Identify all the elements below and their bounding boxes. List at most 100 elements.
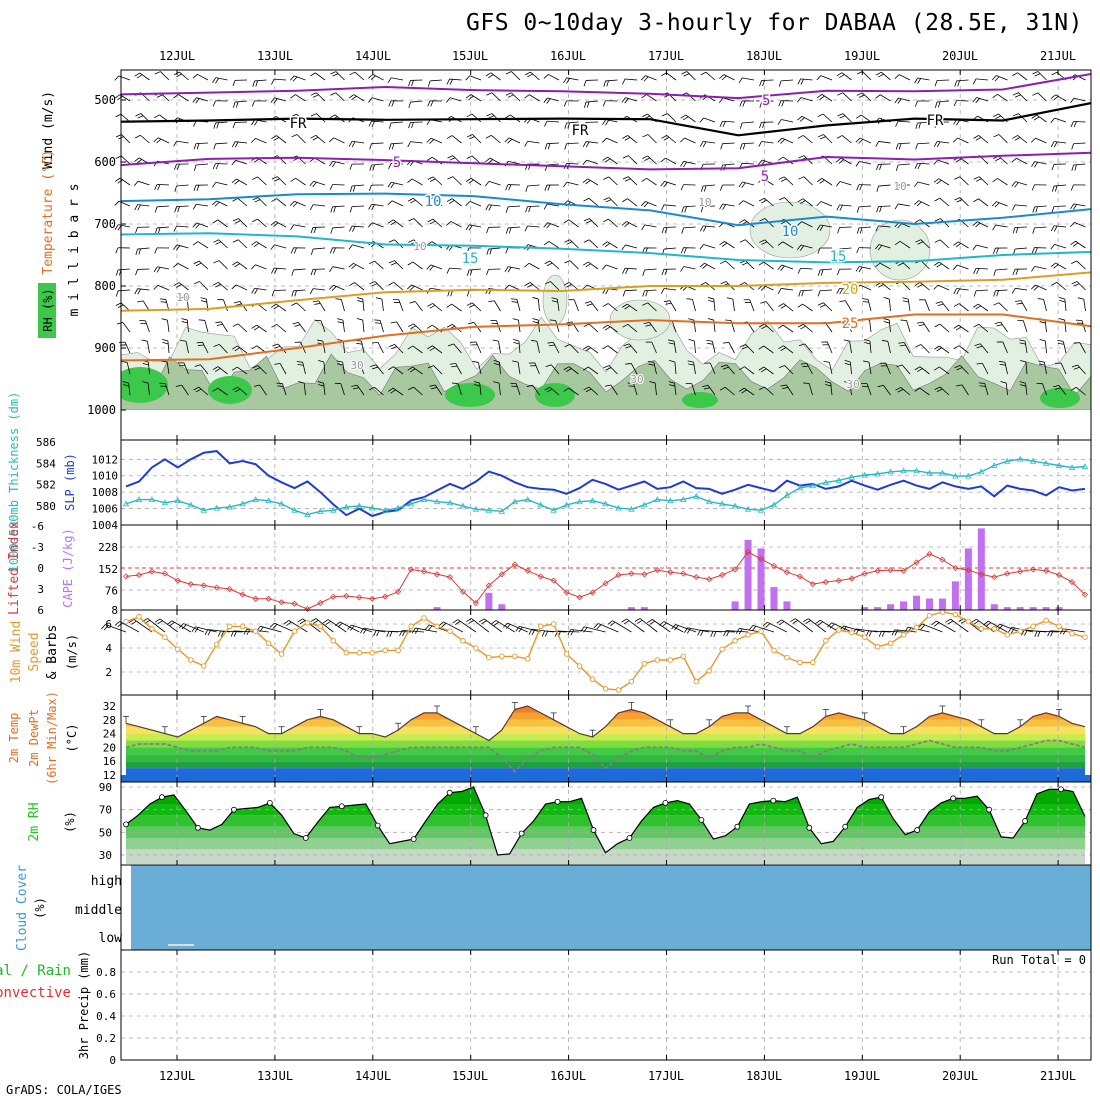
wind-barb: [995, 224, 1008, 228]
wind-barb: [839, 226, 852, 228]
wind-barb: [298, 322, 306, 333]
wind-barb: [975, 136, 982, 141]
wind-barb: [1073, 120, 1086, 123]
lifted-index-marker: [667, 569, 674, 576]
wind-barb: [953, 324, 959, 329]
wind-barb: [761, 141, 774, 144]
wind-barb: [566, 78, 570, 84]
wind-barb: [784, 197, 794, 207]
lifted-index-marker: [628, 570, 635, 577]
wind-barb: [741, 262, 748, 266]
y-tick-label: 4: [105, 642, 112, 655]
wind-barb: [668, 342, 675, 345]
wind-speed-marker: [447, 628, 453, 634]
wind-barb: [719, 97, 724, 104]
wind-barb: [683, 226, 696, 229]
wind-barb: [547, 143, 551, 150]
wind-barb: [449, 78, 462, 81]
date-label: 20JUL: [942, 1069, 978, 1083]
wind-barb: [465, 201, 471, 206]
thickness-marker: [615, 504, 622, 511]
wind-barb: [1047, 630, 1051, 637]
wind-barb: [272, 343, 279, 347]
wind-barb: [408, 323, 414, 327]
wind-barb: [1016, 302, 1023, 305]
thickness-marker: [1055, 462, 1063, 468]
wind-barb: [937, 101, 941, 108]
wind-barb: [498, 383, 501, 396]
legend-total-rain: Total / Rain: [0, 963, 71, 979]
wind-barb: [173, 263, 179, 268]
wind-barb: [544, 630, 549, 637]
wind-barb: [312, 94, 319, 98]
wind-barb: [800, 200, 806, 204]
wind-barb: [510, 298, 517, 300]
wind-barb: [759, 101, 762, 108]
wind-barb: [1022, 320, 1028, 333]
wind-barb: [1058, 318, 1065, 321]
thickness-marker: [1081, 463, 1089, 469]
wind-barb: [352, 184, 365, 187]
wind-barb: [166, 362, 170, 375]
wind-barb: [829, 623, 835, 629]
wind-barb: [313, 180, 326, 186]
lifted-index-marker: [343, 592, 350, 600]
wind-barb: [519, 625, 541, 633]
thickness-marker: [343, 503, 350, 510]
wind-barb: [159, 618, 179, 633]
wind-barb: [996, 290, 999, 297]
rh-band: [126, 849, 1085, 865]
wind-barb: [875, 71, 882, 76]
wind-barb: [583, 366, 589, 371]
wind-barb: [849, 341, 852, 354]
wind-barb: [508, 184, 512, 191]
wind-speed-marker: [926, 612, 933, 619]
wind-barb: [343, 341, 345, 354]
wind-barb: [934, 218, 941, 222]
y-tick-label: 800: [94, 279, 116, 293]
wind-barb: [174, 206, 177, 213]
wind-barb: [934, 101, 938, 108]
wind-barb: [797, 115, 803, 121]
wind-barb: [255, 80, 258, 87]
wind-barb: [1014, 226, 1028, 228]
wind-barb: [274, 97, 287, 102]
wind-barb: [390, 182, 395, 189]
wind-barb: [707, 385, 716, 396]
wind-barb: [934, 122, 938, 129]
y-tick-label: 0.4: [96, 1010, 116, 1023]
wind-barb: [173, 140, 177, 147]
wind-barb: [735, 628, 740, 634]
date-label: 21JUL: [1040, 49, 1076, 63]
wind-barb: [622, 290, 626, 297]
wind-barb: [674, 625, 679, 631]
lifted-index-marker: [602, 580, 609, 587]
wind-barb: [588, 386, 599, 396]
thickness-marker: [304, 511, 311, 517]
cape-bar: [485, 592, 493, 610]
wind-barb: [1012, 92, 1019, 96]
wind-barb: [953, 345, 960, 350]
wind-barb: [780, 305, 787, 309]
rh-marker: [266, 799, 273, 806]
wind-barb: [233, 301, 240, 304]
wind-barb: [583, 261, 589, 266]
wind-barb: [660, 204, 665, 211]
wind-speed-marker: [499, 653, 505, 660]
wind-barb: [758, 141, 762, 147]
wind-barb: [393, 219, 404, 228]
wind-barb: [801, 290, 804, 297]
thickness-marker: [369, 504, 376, 511]
wind-barb: [583, 80, 587, 87]
wind-barb: [1045, 341, 1047, 354]
wind-barb: [212, 366, 219, 371]
wind-barb: [271, 290, 275, 297]
wind-barb: [484, 181, 490, 187]
contour-label: 5: [761, 169, 769, 185]
date-label: 18JUL: [746, 49, 782, 63]
lifted-index-marker: [1056, 571, 1063, 579]
lifted-index-marker: [1030, 566, 1037, 573]
wind-barb: [612, 620, 632, 633]
wind-barb: [488, 300, 495, 303]
wind-barb: [508, 205, 521, 208]
